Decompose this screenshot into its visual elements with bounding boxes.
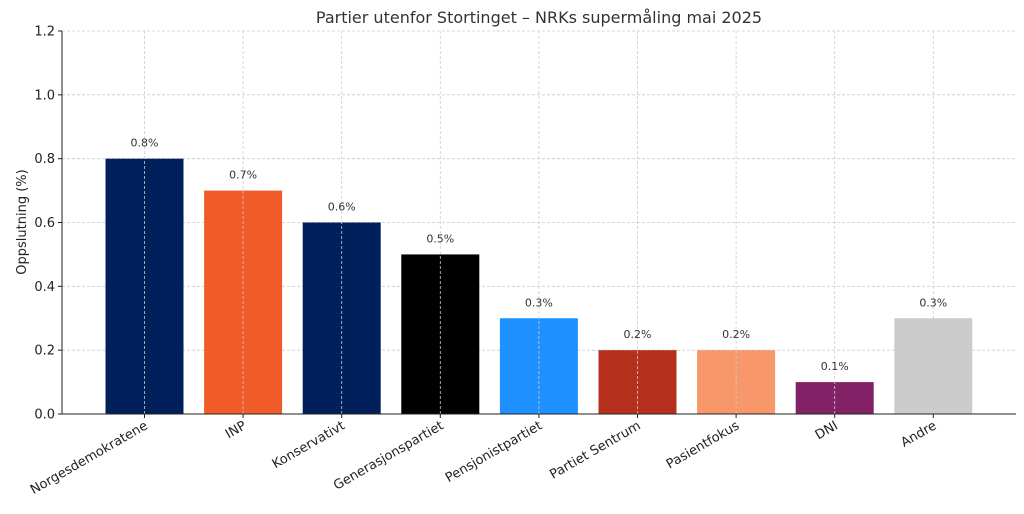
axes [58, 30, 1016, 418]
x-tick-label: Norgesdemokratene [28, 418, 151, 497]
bar-data-label: 0.3% [919, 296, 947, 309]
bar-data-label: 0.3% [525, 296, 553, 309]
x-tick-label: Partiet Sentrum [547, 418, 643, 482]
bar-data-label: 0.2% [722, 328, 750, 341]
bar-data-label: 0.7% [229, 169, 257, 182]
y-tick-label: 1.0 [34, 88, 55, 103]
bar-data-label: 0.1% [821, 360, 849, 373]
y-tick-label: 0.8 [34, 152, 55, 167]
x-tick-label: Pasientfokus [664, 418, 742, 472]
x-tick-label: Pensjonistpartiet [443, 418, 545, 486]
x-tick-label: Generasjonspartiet [331, 418, 446, 493]
y-tick-label: 0.6 [34, 216, 55, 231]
bar-data-label: 0.5% [426, 232, 454, 245]
x-tick-label: Andre [898, 418, 939, 450]
bar-data-label: 0.6% [328, 201, 356, 214]
vertical-grid [144, 31, 934, 414]
y-tick-label: 0.0 [34, 408, 55, 423]
y-tick-label: 0.2 [34, 344, 55, 359]
chart-title: Partier utenfor Stortinget – NRKs superm… [316, 8, 762, 27]
x-tick-label: Konservativt [270, 418, 348, 472]
bar-data-label: 0.2% [624, 328, 652, 341]
x-tick-label: DNI [813, 418, 841, 443]
x-tick-label: INP [223, 418, 249, 442]
y-tick-label: 0.4 [34, 280, 55, 295]
y-axis-label: Oppslutning (%) [15, 169, 30, 274]
y-tick-label: 1.2 [34, 25, 55, 40]
bar-data-label: 0.8% [131, 137, 159, 150]
